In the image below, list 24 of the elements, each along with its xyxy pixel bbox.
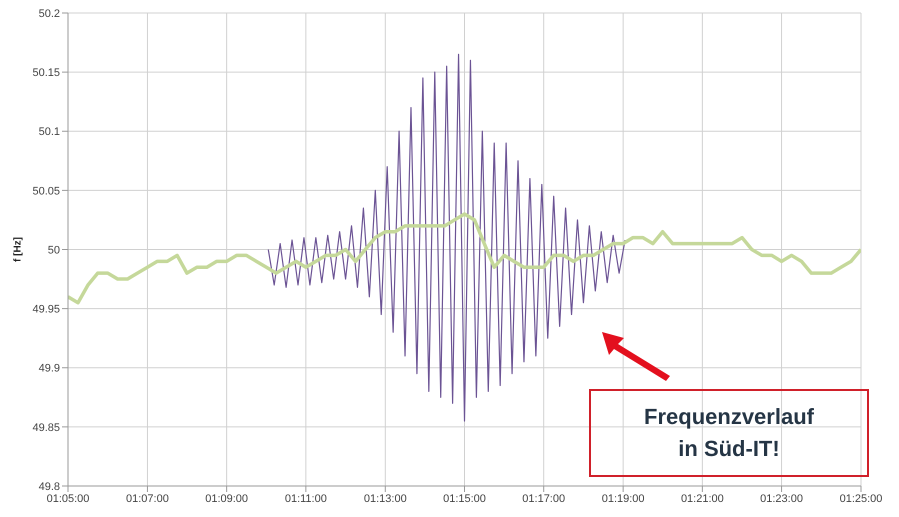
x-tick-label: 01:19:00 (602, 492, 645, 505)
x-tick-label: 01:09:00 (205, 492, 248, 505)
x-tick-label: 01:07:00 (126, 492, 169, 505)
x-tick-label: 01:11:00 (284, 492, 327, 505)
y-axis-title: f [Hz] (12, 237, 24, 262)
x-tick-label: 01:21:00 (680, 492, 724, 505)
y-tick-label: 49.8 (38, 480, 60, 493)
line-series (68, 212, 861, 304)
x-tick-label: 01:15:00 (443, 492, 486, 505)
x-tick-label: 01:23:00 (760, 492, 803, 505)
y-tick-label: 49.95 (32, 304, 60, 316)
y-tick-label: 50 (48, 244, 60, 256)
y-tick-label: 50.1 (38, 126, 60, 138)
x-tick-label: 01:05:00 (46, 492, 90, 505)
annotation: Frequenzverlauf in Süd-IT! (589, 389, 869, 477)
y-tick-label: 50.15 (32, 67, 60, 80)
x-tick-label: 01:17:00 (522, 492, 566, 505)
x-tick-label: 01:25:00 (840, 492, 882, 505)
y-tick-label: 49.9 (38, 362, 60, 375)
y-tick-label: 49.85 (32, 422, 60, 434)
y-tick-label: 50.05 (32, 185, 60, 198)
y-tick-label: 50.2 (38, 8, 60, 20)
x-tick-label: 01:13:00 (364, 492, 407, 505)
line-series (268, 54, 626, 422)
